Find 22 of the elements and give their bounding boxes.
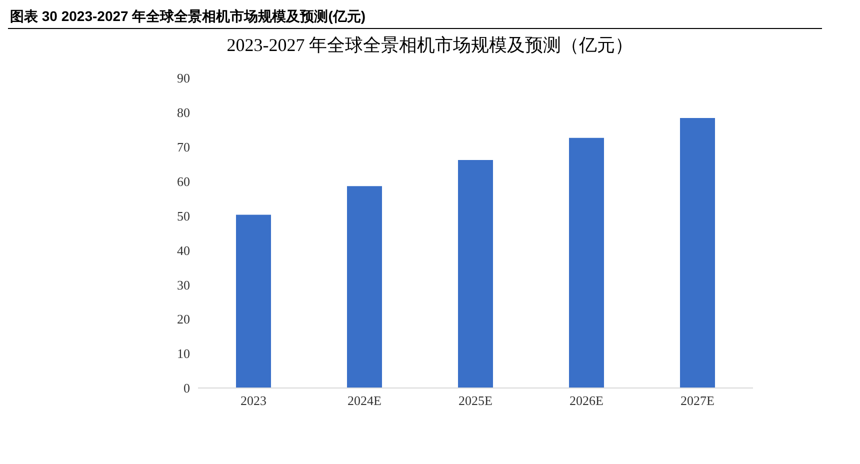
bar: [458, 160, 493, 388]
y-tick-label: 40: [177, 242, 190, 258]
bar: [347, 186, 382, 388]
y-tick-label: 50: [177, 208, 190, 224]
x-tick-label: 2023: [240, 393, 266, 408]
y-tick-label: 80: [177, 105, 190, 120]
y-tick-label: 60: [177, 174, 190, 189]
y-tick-label: 90: [177, 70, 190, 86]
x-tick-label: 2027E: [680, 393, 715, 408]
bar: [569, 138, 604, 388]
x-tick-label: 2025E: [458, 393, 493, 408]
x-tick-label: 2026E: [570, 393, 604, 408]
y-tick-label: 20: [177, 312, 190, 327]
y-tick-label: 10: [177, 346, 190, 362]
y-tick-label: 30: [177, 277, 190, 292]
y-tick-label: 70: [177, 140, 190, 155]
chart-subtitle: 2023-2027 年全球全景相机市场规模及预测（亿元）: [226, 34, 634, 57]
x-tick-label: 2024E: [348, 393, 382, 408]
y-tick-label: 0: [184, 380, 190, 396]
chart-title: 图表 30 2023-2027 年全球全景相机市场规模及预测(亿元): [8, 8, 822, 29]
bar: [236, 214, 271, 388]
bar: [680, 118, 715, 388]
